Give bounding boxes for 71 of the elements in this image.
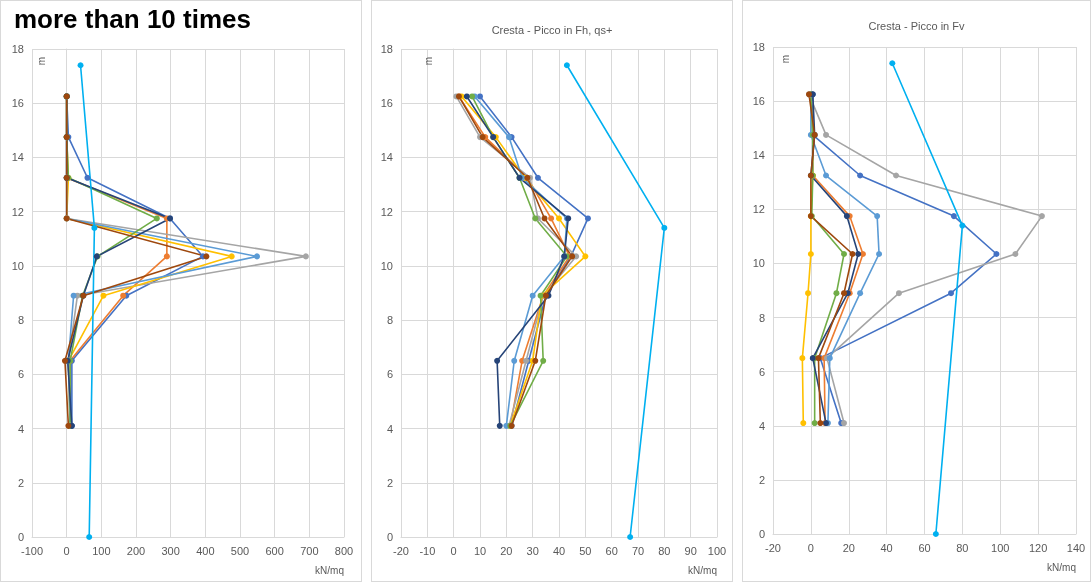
y-tick-label: 6 bbox=[17, 368, 24, 381]
y-axis-title: m bbox=[36, 57, 48, 66]
x-tick-label: 80 bbox=[956, 541, 969, 554]
x-tick-label: -10 bbox=[419, 544, 436, 557]
x-tick-label: 0 bbox=[63, 544, 70, 557]
y-tick-label: 14 bbox=[752, 149, 765, 162]
y-tick-label: 8 bbox=[17, 314, 24, 327]
x-tick-label: 120 bbox=[1028, 541, 1048, 554]
x-tick-label: 30 bbox=[526, 544, 539, 557]
y-tick-label: 6 bbox=[386, 368, 393, 381]
y-tick-label: 14 bbox=[11, 151, 24, 164]
x-tick-label: 200 bbox=[126, 544, 146, 557]
y-tick-label: 16 bbox=[380, 97, 393, 110]
x-tick-label: 700 bbox=[300, 544, 319, 557]
y-tick-label: 16 bbox=[11, 97, 24, 110]
x-tick-label: 400 bbox=[196, 544, 215, 557]
y-tick-label: 6 bbox=[758, 365, 765, 378]
y-tick-label: 12 bbox=[752, 203, 765, 216]
x-axis-title: kN/mq bbox=[315, 564, 344, 576]
x-tick-label: 20 bbox=[500, 544, 513, 557]
x-tick-label: 90 bbox=[684, 544, 697, 557]
y-tick-label: 18 bbox=[11, 43, 24, 55]
x-tick-label: 40 bbox=[552, 544, 566, 557]
y-tick-label: 10 bbox=[752, 257, 765, 270]
y-tick-label: 10 bbox=[11, 259, 24, 272]
x-tick-label: 100 bbox=[707, 544, 727, 557]
y-tick-label: 4 bbox=[386, 422, 393, 435]
x-tick-label: 500 bbox=[230, 544, 250, 557]
y-tick-label: 14 bbox=[380, 151, 393, 164]
x-axis-title: kN/mq bbox=[688, 564, 717, 576]
chart-title: more than 10 times bbox=[14, 4, 251, 34]
x-tick-label: 10 bbox=[473, 544, 487, 557]
y-tick-label: 12 bbox=[11, 205, 24, 218]
x-tick-label: -20 bbox=[393, 544, 409, 557]
x-tick-label: 60 bbox=[605, 544, 618, 557]
x-tick-label: 20 bbox=[842, 541, 855, 554]
x-tick-label: 80 bbox=[658, 544, 671, 557]
x-tick-label: -20 bbox=[765, 541, 781, 554]
x-tick-label: 60 bbox=[918, 541, 931, 554]
y-tick-label: 2 bbox=[17, 476, 24, 489]
y-tick-label: 2 bbox=[386, 476, 393, 489]
x-tick-label: 300 bbox=[161, 544, 180, 557]
x-tick-label: 50 bbox=[579, 544, 592, 557]
x-tick-label: 0 bbox=[450, 544, 457, 557]
y-tick-label: 18 bbox=[752, 41, 765, 53]
x-tick-label: 600 bbox=[265, 544, 284, 557]
x-tick-label: -100 bbox=[20, 544, 44, 557]
x-tick-label: 140 bbox=[1066, 541, 1086, 554]
y-tick-label: 10 bbox=[380, 259, 393, 272]
y-tick-label: 8 bbox=[386, 314, 393, 327]
y-axis-title: m bbox=[780, 55, 792, 64]
y-tick-label: 16 bbox=[752, 95, 765, 108]
x-tick-label: 100 bbox=[991, 541, 1010, 554]
x-tick-label: 0 bbox=[807, 541, 814, 554]
x-tick-label: 70 bbox=[631, 544, 645, 557]
y-tick-label: 0 bbox=[386, 531, 393, 543]
y-tick-label: 8 bbox=[758, 311, 765, 324]
x-tick-label: 100 bbox=[92, 544, 111, 557]
chart-title: Cresta - Picco in Fh, qs+ bbox=[491, 23, 613, 36]
x-tick-label: 800 bbox=[334, 544, 354, 557]
y-tick-label: 18 bbox=[380, 43, 393, 55]
x-tick-label: 40 bbox=[880, 541, 893, 554]
chart-title: Cresta - Picco in Fv bbox=[868, 19, 965, 32]
y-tick-label: 0 bbox=[17, 531, 24, 543]
y-tick-label: 4 bbox=[758, 419, 765, 432]
y-tick-label: 4 bbox=[17, 422, 24, 435]
y-axis-title: m bbox=[423, 57, 435, 66]
y-tick-label: 2 bbox=[758, 473, 765, 486]
y-tick-label: 0 bbox=[758, 528, 765, 540]
x-axis-title: kN/mq bbox=[1047, 561, 1076, 573]
y-tick-label: 12 bbox=[380, 205, 393, 218]
